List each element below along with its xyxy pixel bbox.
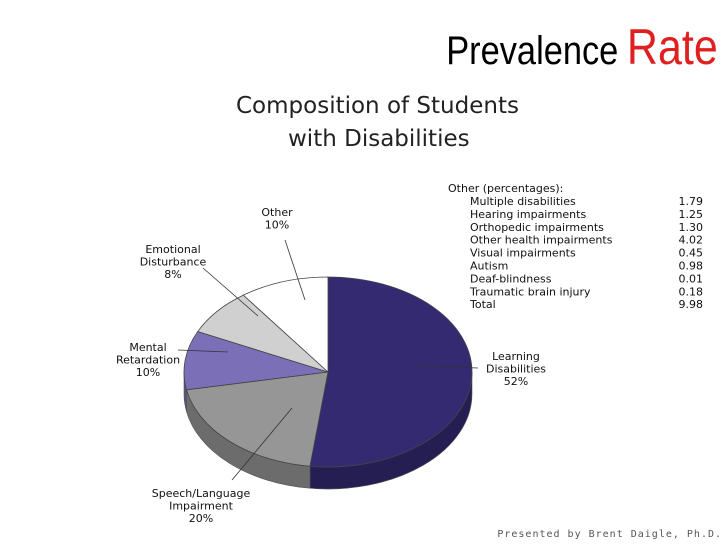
other-row-value: 4.02	[679, 234, 704, 247]
leader-line-1	[231, 407, 293, 481]
other-table-heading: Other (percentages):	[448, 182, 563, 195]
leader-line-2	[177, 349, 229, 353]
slice-label-line: Emotional	[145, 243, 200, 256]
leader-line-4	[284, 239, 306, 301]
other-row-label: Hearing impairments	[470, 208, 586, 221]
slice-label-3: Emotional Disturbance 8%	[140, 243, 207, 281]
slide-title: Prevalence Rate	[446, 22, 718, 72]
other-row-label: Orthopedic impairments	[470, 221, 604, 234]
slice-percent: 10%	[136, 366, 160, 379]
chart-title-line2: with Disabilities	[288, 126, 470, 152]
slice-label-0: Learning Disabilities 52%	[486, 350, 546, 388]
slice-label-line: Mental	[129, 341, 166, 354]
slide-title-accent: Rate	[627, 19, 718, 75]
pie-slice-1	[186, 371, 329, 467]
slice-percent: 8%	[164, 268, 181, 281]
other-row-value: 0.98	[679, 260, 704, 273]
slice-percent: 52%	[504, 375, 528, 388]
other-row-value: 0.01	[679, 272, 704, 285]
chart-title-line1: Composition of Students	[236, 93, 519, 119]
slice-label-line: Disabilities	[486, 363, 546, 376]
other-row-value: 1.30	[679, 221, 704, 234]
slide-title-main: Prevalence	[446, 29, 619, 73]
slice-label-line: Disturbance	[140, 256, 207, 269]
slice-percent: 10%	[265, 219, 289, 232]
other-row-label: Multiple disabilities	[470, 195, 576, 208]
pie-slice-0	[309, 276, 473, 468]
other-row-label: Autism	[470, 260, 508, 273]
pie-slice-2	[183, 331, 329, 391]
other-breakdown-table: Other (percentages):Multiple disabilitie…	[448, 182, 703, 311]
leader-line-0	[419, 365, 479, 369]
other-row-label: Other health impairments	[470, 234, 613, 247]
slice-label-4: Other 10%	[261, 206, 293, 232]
leader-lines-group	[177, 239, 479, 481]
leader-line-3	[202, 267, 259, 317]
slice-label-line: Impairment	[169, 500, 234, 513]
other-row-value: 1.79	[679, 195, 704, 208]
other-row-label: Deaf-blindness	[470, 272, 552, 285]
other-row-label: Traumatic brain injury	[469, 285, 591, 298]
slice-label-line: Speech/Language	[152, 487, 251, 500]
slice-label-line: Learning	[492, 350, 540, 363]
slice-labels-group: Learning Disabilities 52% Speech/Language Im…	[116, 206, 546, 525]
other-row-value: 9.98	[679, 298, 704, 311]
slice-label-1: Speech/Language Impairment 20%	[152, 487, 251, 525]
chart-title: Composition of Students with Disabilitie…	[236, 90, 519, 156]
slice-label-2: Mental Retardation 10%	[116, 341, 180, 379]
slice-label-line: Retardation	[116, 354, 180, 367]
slice-percent: 20%	[189, 512, 213, 525]
other-row-value: 0.18	[679, 285, 704, 298]
pie-top-group	[183, 276, 473, 468]
slice-label-line: Other	[261, 206, 293, 219]
other-row-value: 0.45	[679, 247, 704, 260]
pie-slice-4	[242, 276, 329, 373]
other-row-label: Total	[469, 298, 496, 311]
other-row-value: 1.25	[679, 208, 704, 221]
presenter-footer: Presented by Brent Daigle, Ph.D.	[497, 529, 722, 540]
other-row-label: Visual impairments	[470, 247, 576, 260]
